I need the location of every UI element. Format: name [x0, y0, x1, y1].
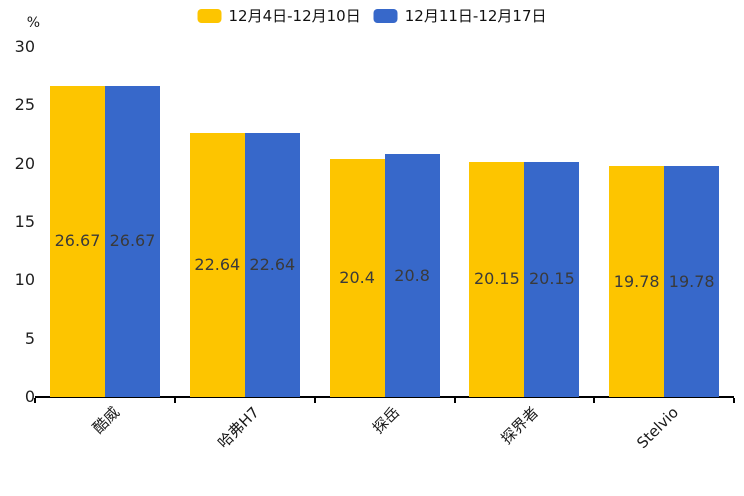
- x-axis-label: 酷威: [89, 403, 124, 438]
- bar: 22.64: [189, 132, 245, 397]
- legend-swatch-week1: [197, 9, 222, 23]
- bar-value-label: 19.78: [613, 271, 660, 291]
- bar-value-label: 19.78: [668, 271, 715, 291]
- x-axis-tick: [34, 398, 37, 403]
- x-axis-label: 哈弗H7: [214, 403, 263, 452]
- y-axis-tick-label: 10: [14, 270, 35, 290]
- bar: 20.4: [329, 159, 385, 397]
- bar-value-label: 20.8: [394, 265, 430, 285]
- bar: 19.78: [609, 166, 665, 397]
- y-axis-tick-label: 30: [14, 37, 35, 56]
- legend-item-week1: 12月4日-12月10日: [197, 7, 361, 25]
- bar-value-label: 26.67: [109, 231, 156, 251]
- bar-value-label: 26.67: [54, 231, 101, 251]
- y-axis-tick-label: 20: [14, 153, 35, 173]
- legend: 12月4日-12月10日 12月11日-12月17日: [197, 7, 547, 25]
- bar-value-label: 22.64: [249, 254, 296, 274]
- x-axis-tick: [173, 398, 176, 403]
- bar: 20.8: [384, 154, 440, 397]
- y-axis-tick-label: 25: [14, 95, 35, 115]
- bar-value-label: 20.4: [339, 268, 375, 287]
- x-axis-line: [35, 396, 734, 398]
- y-axis-tick-label: 15: [14, 212, 35, 231]
- x-axis-label: Stelvio: [633, 403, 683, 453]
- y-axis-unit-label: %: [26, 15, 40, 31]
- legend-swatch-week2: [373, 9, 398, 23]
- x-axis-tick: [313, 398, 316, 403]
- legend-item-week2: 12月11日-12月17日: [373, 7, 547, 25]
- bar-value-label: 22.64: [194, 254, 241, 274]
- y-axis-tick-label: 0: [24, 387, 35, 406]
- bar: 20.15: [524, 161, 580, 397]
- legend-label-week1: 12月4日-12月10日: [228, 7, 361, 25]
- bar: 20.15: [469, 161, 525, 397]
- bar: 22.64: [244, 132, 300, 397]
- x-axis-label: 探界者: [497, 403, 543, 448]
- bar-value-label: 20.15: [528, 269, 575, 289]
- legend-label-week2: 12月11日-12月17日: [404, 7, 547, 25]
- bar: 26.67: [105, 85, 160, 397]
- x-axis-tick: [453, 398, 456, 403]
- y-axis-tick-label: 5: [24, 328, 35, 348]
- bar: 19.78: [664, 166, 720, 397]
- bar: 26.67: [50, 85, 105, 397]
- bar-value-label: 20.15: [473, 269, 520, 289]
- x-axis-tick: [593, 398, 596, 403]
- x-axis-label: 探岳: [368, 403, 403, 438]
- x-axis-tick: [733, 398, 736, 403]
